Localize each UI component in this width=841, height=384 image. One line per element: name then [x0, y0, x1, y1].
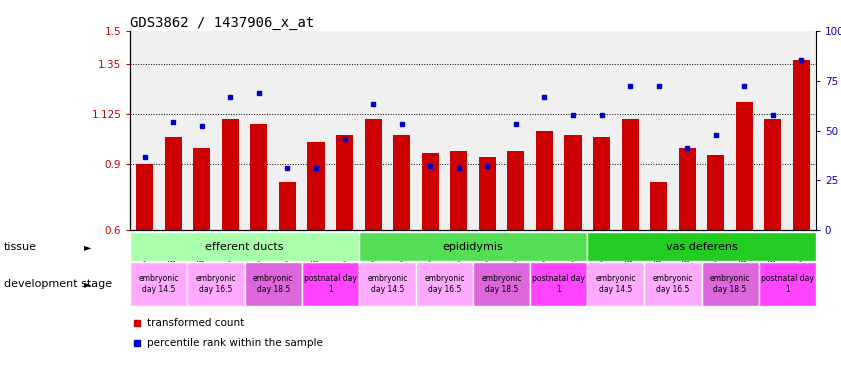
Bar: [393, 135, 410, 230]
Bar: [188, 262, 245, 306]
Bar: [279, 182, 296, 230]
Text: transformed count: transformed count: [147, 318, 245, 328]
Text: postnatal day
1: postnatal day 1: [761, 274, 813, 294]
Bar: [507, 151, 525, 230]
Text: tissue: tissue: [4, 242, 37, 252]
Bar: [245, 262, 302, 306]
Text: embryonic
day 18.5: embryonic day 18.5: [253, 274, 294, 294]
Bar: [707, 155, 724, 230]
Bar: [308, 142, 325, 230]
Bar: [701, 262, 759, 306]
Text: embryonic
day 18.5: embryonic day 18.5: [710, 274, 750, 294]
Bar: [193, 148, 210, 230]
Bar: [416, 262, 473, 306]
Text: embryonic
day 14.5: embryonic day 14.5: [368, 274, 408, 294]
Text: embryonic
day 16.5: embryonic day 16.5: [653, 274, 693, 294]
Bar: [621, 119, 638, 230]
Bar: [130, 232, 359, 261]
Text: efferent ducts: efferent ducts: [205, 242, 284, 252]
Text: embryonic
day 14.5: embryonic day 14.5: [595, 274, 636, 294]
Bar: [536, 131, 553, 230]
Bar: [479, 157, 496, 230]
Text: postnatal day
1: postnatal day 1: [532, 274, 585, 294]
Text: embryonic
day 14.5: embryonic day 14.5: [139, 274, 179, 294]
Bar: [759, 262, 816, 306]
Text: ►: ►: [84, 279, 92, 289]
Bar: [564, 135, 582, 230]
Bar: [587, 262, 644, 306]
Text: embryonic
day 16.5: embryonic day 16.5: [424, 274, 465, 294]
Text: ►: ►: [84, 242, 92, 252]
Bar: [644, 262, 701, 306]
Bar: [421, 153, 439, 230]
Bar: [359, 232, 587, 261]
Text: postnatal day
1: postnatal day 1: [304, 274, 357, 294]
Text: epididymis: epididymis: [442, 242, 504, 252]
Bar: [251, 124, 267, 230]
Text: development stage: development stage: [4, 279, 113, 289]
Bar: [587, 232, 816, 261]
Text: embryonic
day 16.5: embryonic day 16.5: [196, 274, 236, 294]
Bar: [130, 262, 188, 306]
Bar: [593, 137, 610, 230]
Bar: [336, 135, 353, 230]
Text: embryonic
day 18.5: embryonic day 18.5: [481, 274, 522, 294]
Bar: [165, 137, 182, 230]
Bar: [364, 119, 382, 230]
Text: GDS3862 / 1437906_x_at: GDS3862 / 1437906_x_at: [130, 16, 315, 30]
Bar: [679, 148, 696, 230]
Bar: [530, 262, 587, 306]
Bar: [650, 182, 667, 230]
Bar: [450, 151, 468, 230]
Bar: [473, 262, 530, 306]
Bar: [136, 164, 153, 230]
Text: vas deferens: vas deferens: [666, 242, 738, 252]
Bar: [359, 262, 416, 306]
Bar: [222, 119, 239, 230]
Bar: [793, 60, 810, 230]
Bar: [764, 119, 781, 230]
Bar: [302, 262, 359, 306]
Bar: [736, 102, 753, 230]
Text: percentile rank within the sample: percentile rank within the sample: [147, 338, 324, 348]
